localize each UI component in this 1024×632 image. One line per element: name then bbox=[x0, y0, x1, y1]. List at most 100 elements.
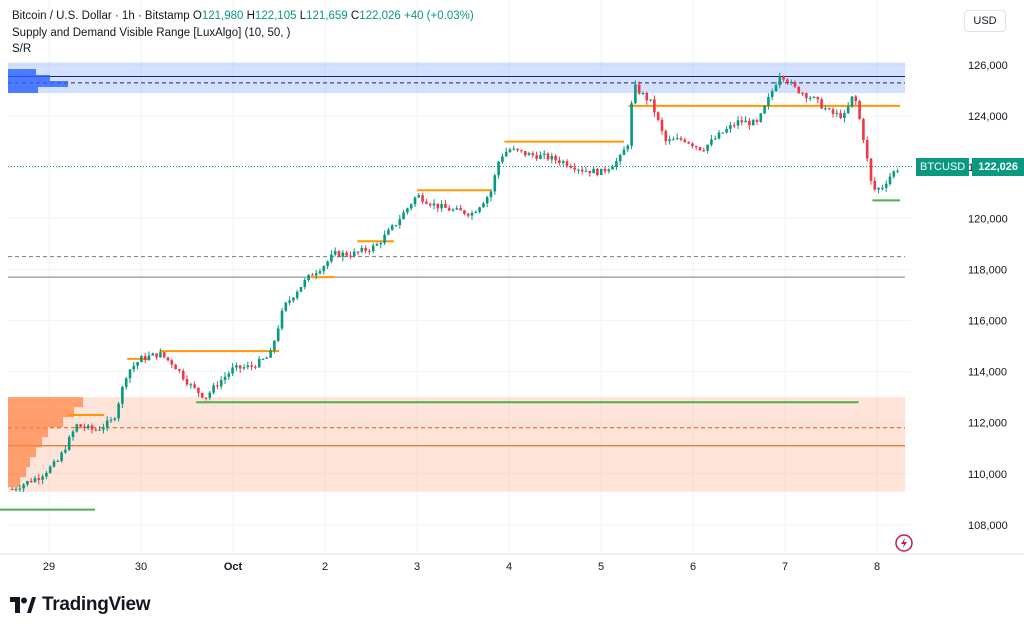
bolt-icon[interactable] bbox=[895, 534, 913, 552]
candle bbox=[751, 118, 755, 126]
candle-body bbox=[273, 340, 276, 351]
candle bbox=[641, 91, 645, 96]
candle bbox=[368, 249, 371, 255]
price-tick-label: 126,000 bbox=[968, 60, 1008, 72]
candle bbox=[508, 147, 512, 153]
candle bbox=[884, 180, 888, 193]
candle-body bbox=[474, 211, 478, 213]
candle bbox=[873, 177, 877, 192]
candle-body bbox=[371, 245, 375, 251]
candle bbox=[219, 375, 223, 390]
candle bbox=[174, 363, 177, 370]
candle-body bbox=[292, 297, 295, 301]
candle bbox=[212, 382, 215, 395]
candle-body bbox=[90, 425, 94, 430]
tradingview-logo[interactable]: TradingView bbox=[10, 594, 151, 616]
candle bbox=[896, 168, 899, 174]
candle-body bbox=[185, 379, 189, 385]
candle-body bbox=[485, 197, 489, 204]
candle-body bbox=[672, 139, 675, 141]
candle bbox=[573, 163, 576, 173]
candle-body bbox=[835, 112, 839, 114]
candle-body bbox=[497, 161, 500, 176]
candle bbox=[611, 164, 614, 170]
candle bbox=[501, 153, 504, 164]
candle bbox=[48, 465, 52, 474]
candle bbox=[634, 80, 637, 105]
candle-body bbox=[470, 212, 474, 216]
candle bbox=[482, 201, 485, 208]
indicator-title[interactable]: Supply and Demand Visible Range [LuxAlgo… bbox=[12, 27, 291, 39]
demand-volume-bar bbox=[8, 477, 20, 488]
candle-body bbox=[151, 353, 155, 356]
candle bbox=[653, 95, 656, 117]
brand-name: TradingView bbox=[42, 594, 151, 615]
demand-volume-bar bbox=[8, 447, 36, 458]
candle-body bbox=[839, 112, 842, 118]
candle bbox=[656, 111, 660, 122]
candle bbox=[26, 480, 29, 487]
candle-body bbox=[786, 79, 789, 83]
candle bbox=[478, 206, 481, 214]
candle-body bbox=[801, 93, 804, 95]
candle-body bbox=[668, 139, 671, 142]
candle-body bbox=[345, 252, 348, 256]
candle-body bbox=[29, 481, 33, 483]
candle-body bbox=[702, 150, 706, 152]
candle bbox=[166, 357, 170, 362]
candle bbox=[235, 362, 238, 372]
candle bbox=[284, 301, 288, 313]
supply-volume-bar bbox=[8, 87, 38, 93]
candle-body bbox=[603, 168, 607, 172]
candle bbox=[596, 167, 599, 177]
candle bbox=[86, 423, 90, 431]
candle bbox=[52, 459, 56, 468]
candle-body bbox=[706, 144, 709, 151]
time-tick-label: 3 bbox=[414, 561, 420, 573]
candle bbox=[824, 105, 827, 111]
candle-body bbox=[60, 452, 63, 462]
candle-body bbox=[493, 175, 497, 192]
candle bbox=[805, 92, 808, 103]
high-label: H bbox=[246, 10, 255, 22]
candle bbox=[299, 286, 303, 293]
demand-zone bbox=[8, 397, 905, 492]
candle bbox=[797, 86, 801, 94]
candle bbox=[379, 241, 383, 249]
candle bbox=[428, 202, 432, 208]
candle-body bbox=[250, 365, 253, 367]
candle bbox=[45, 470, 48, 480]
candle-body bbox=[873, 180, 877, 190]
candle bbox=[37, 473, 41, 485]
candle-body bbox=[189, 384, 193, 386]
candle-body bbox=[843, 113, 846, 118]
sr-indicator-title[interactable]: S/R bbox=[12, 43, 32, 55]
demand-volume-bar bbox=[8, 407, 74, 418]
candle-body bbox=[71, 431, 75, 438]
candle bbox=[843, 110, 846, 123]
price-tick-label: 114,000 bbox=[968, 367, 1007, 379]
candle-body bbox=[489, 191, 493, 198]
candle-body bbox=[653, 99, 656, 113]
candle bbox=[162, 352, 166, 359]
open-value: 121,980 bbox=[201, 10, 244, 22]
candle bbox=[41, 474, 44, 485]
candle bbox=[147, 351, 151, 362]
candle-body bbox=[615, 161, 618, 167]
candle-body bbox=[831, 109, 835, 114]
candle bbox=[216, 381, 219, 390]
candle bbox=[440, 200, 443, 212]
candle bbox=[98, 426, 101, 431]
candle-body bbox=[402, 212, 405, 220]
currency-button[interactable]: USD bbox=[964, 10, 1006, 32]
candle bbox=[208, 390, 212, 401]
candle-body bbox=[858, 101, 861, 120]
price-axis: 108,000 110,000 112,000 114,000 116,000 118,0… bbox=[968, 60, 1008, 532]
candle bbox=[649, 99, 652, 102]
candle-body bbox=[466, 213, 470, 216]
close-label: C bbox=[350, 10, 360, 22]
candle bbox=[242, 364, 246, 371]
candle bbox=[865, 136, 869, 162]
candle-body bbox=[656, 112, 660, 120]
